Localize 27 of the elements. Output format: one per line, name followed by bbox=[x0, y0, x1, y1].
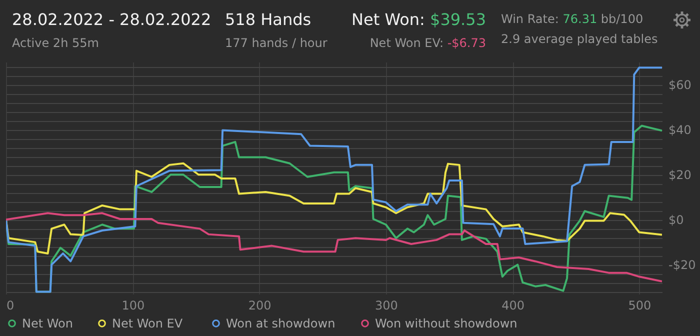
y-tick-label: $40 bbox=[668, 123, 692, 138]
y-tick-label: $0 bbox=[668, 213, 684, 228]
legend-label: Net Won bbox=[22, 316, 73, 330]
legend-label: Won without showdown bbox=[375, 316, 518, 330]
chart-title: 28.02.2022 - 28.02.2022 bbox=[12, 10, 212, 29]
line-series bbox=[6, 162, 662, 254]
x-tick-label: 300 bbox=[374, 298, 398, 312]
text: 2.9 average played tables bbox=[501, 32, 658, 46]
y-tick-label: $20 bbox=[668, 168, 692, 182]
x-tick-label: 0 bbox=[6, 298, 14, 312]
chart-subtitle: Active 2h 55m bbox=[12, 36, 99, 50]
text: 177 hands / hour bbox=[225, 36, 328, 50]
line-series bbox=[6, 124, 662, 293]
x-tick-label: 400 bbox=[502, 298, 525, 312]
x-tick-label: 200 bbox=[248, 298, 272, 312]
text: Net Won EV: -$6.73 bbox=[370, 36, 486, 50]
x-tick-label: 500 bbox=[628, 298, 652, 312]
text: Net Won: $39.53 bbox=[352, 10, 486, 29]
legend-label: Net Won EV bbox=[112, 316, 184, 330]
x-tick-label: 100 bbox=[122, 298, 145, 312]
text: Win Rate: 76.31 bb/100 bbox=[501, 12, 644, 26]
y-tick-label: $60 bbox=[668, 78, 692, 92]
text: 518 Hands bbox=[225, 10, 312, 29]
line-series bbox=[6, 66, 662, 293]
legend-label: Won at showdown bbox=[226, 316, 336, 330]
line-series bbox=[6, 212, 662, 282]
y-tick-label: -$20 bbox=[668, 258, 696, 272]
